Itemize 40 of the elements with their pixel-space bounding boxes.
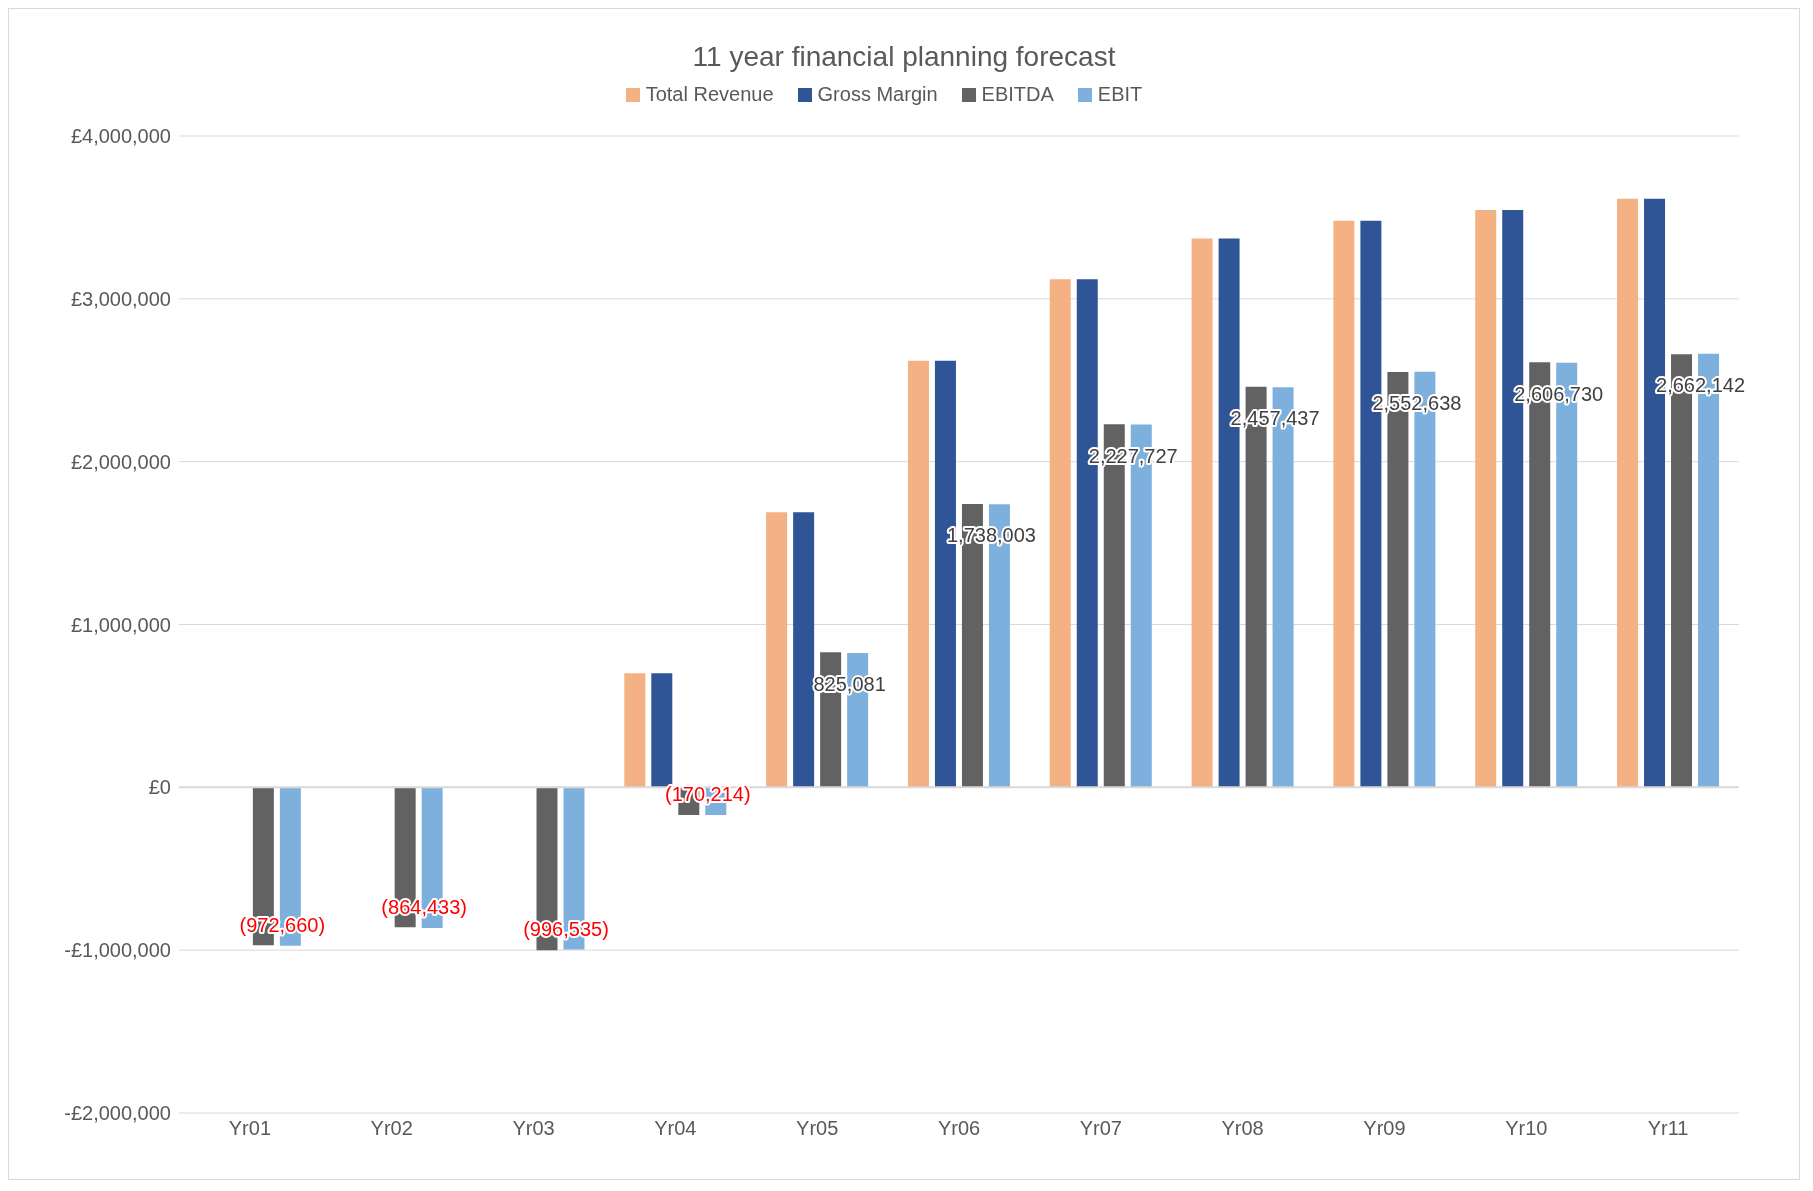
chart-title: 11 year financial planning forecast bbox=[691, 40, 1117, 73]
legend-label: Total Revenue bbox=[644, 83, 774, 106]
bar bbox=[907, 360, 929, 788]
data-label: 825,081 bbox=[813, 672, 886, 695]
y-tick-label: -£1,000,000 bbox=[64, 939, 171, 962]
bar bbox=[1191, 238, 1213, 788]
y-tick-label: £3,000,000 bbox=[70, 287, 171, 310]
x-tick-label: Yr09 bbox=[1363, 1117, 1406, 1140]
y-tick-label: £2,000,000 bbox=[70, 450, 171, 473]
x-tick-label: Yr05 bbox=[796, 1117, 839, 1140]
bar bbox=[1617, 198, 1639, 788]
data-label: 2,552,638 bbox=[1372, 391, 1462, 414]
bar bbox=[651, 673, 673, 788]
y-tick-label: £0 bbox=[148, 776, 171, 799]
legend-label: Gross Margin bbox=[816, 83, 938, 106]
data-label: 2,662,142 bbox=[1656, 373, 1746, 396]
x-tick-label: Yr07 bbox=[1079, 1117, 1122, 1140]
data-label: 2,457,437 bbox=[1230, 407, 1320, 430]
x-tick-label: Yr10 bbox=[1505, 1117, 1548, 1140]
x-tick-label: Yr08 bbox=[1221, 1117, 1264, 1140]
legend-label: EBITDA bbox=[980, 83, 1054, 106]
data-label: 2,227,727 bbox=[1088, 444, 1178, 467]
data-label: 2,606,730 bbox=[1514, 382, 1604, 405]
x-tick-label: Yr04 bbox=[654, 1117, 697, 1140]
x-tick-label: Yr06 bbox=[937, 1117, 981, 1140]
y-tick-label: £4,000,000 bbox=[70, 125, 171, 148]
legend-label: EBIT bbox=[1096, 83, 1143, 106]
x-tick-label: Yr03 bbox=[512, 1117, 555, 1140]
bar bbox=[1049, 279, 1071, 788]
bar bbox=[624, 673, 646, 788]
bar bbox=[1333, 220, 1355, 788]
y-tick-label: -£2,000,000 bbox=[64, 1102, 171, 1125]
bar bbox=[766, 512, 788, 788]
x-tick-label: Yr11 bbox=[1647, 1117, 1689, 1140]
bar bbox=[1475, 210, 1497, 788]
x-tick-label: Yr02 bbox=[370, 1117, 413, 1140]
data-label: 1,738,003 bbox=[946, 524, 1036, 547]
x-tick-label: Yr01 bbox=[228, 1117, 272, 1140]
bar bbox=[793, 512, 815, 788]
y-tick-label: £1,000,000 bbox=[70, 613, 171, 636]
